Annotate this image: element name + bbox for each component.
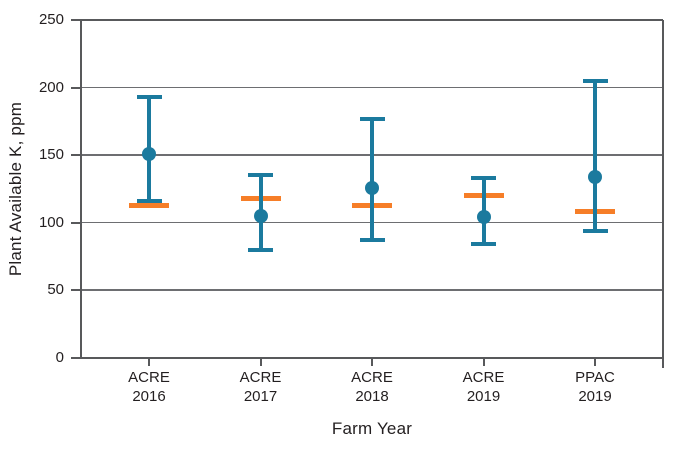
y-axis-tick	[71, 19, 81, 21]
x-tick-label: ACRE 2019	[462, 369, 505, 405]
error-bar-cap-top	[359, 116, 385, 121]
x-tick-label: ACRE 2018	[351, 369, 393, 405]
y-axis-title: Plant Available K, ppm	[6, 101, 25, 277]
gridline	[81, 86, 663, 89]
x-tick-label: ACRE 2017	[239, 369, 282, 405]
y-tick-label: 150	[38, 146, 64, 164]
x-axis-tick	[482, 358, 485, 366]
error-bar-line	[593, 80, 597, 231]
y-axis-tick	[71, 86, 81, 89]
x-axis-title: Farm Year	[331, 419, 413, 438]
x-axis-tick	[148, 358, 150, 366]
plot-right-border	[662, 20, 664, 368]
y-tick-label: 50	[47, 281, 64, 299]
x-axis-tick	[259, 358, 262, 366]
gridline	[81, 19, 663, 21]
mean-dot	[253, 209, 268, 224]
error-bar-cap-bottom	[359, 238, 385, 243]
gridline	[81, 289, 663, 291]
mean-dot	[588, 169, 602, 184]
y-tick-label: 250	[38, 11, 64, 28]
x-tick-label: PPAC 2019	[575, 369, 615, 405]
x-axis-tick	[594, 358, 596, 366]
error-bar-cap-top	[248, 173, 273, 178]
y-tick-label: 100	[38, 213, 64, 231]
y-axis-tick	[71, 289, 81, 292]
error-bar-cap-bottom	[471, 242, 496, 247]
y-axis-tick	[71, 154, 81, 157]
y-tick-label: 0	[55, 349, 64, 366]
error-bar-cap-bottom	[136, 199, 162, 204]
mean-dot	[142, 146, 156, 161]
y-axis-tick	[71, 357, 81, 359]
y-tick-label: 200	[38, 78, 64, 96]
x-axis-tick	[371, 358, 373, 366]
y-axis-line	[80, 20, 82, 359]
x-tick-label: ACRE 2016	[128, 369, 170, 405]
error-bar-line	[370, 118, 374, 241]
error-bar-cap-top	[136, 95, 162, 100]
mean-dot	[365, 180, 379, 195]
error-bar-cap-bottom	[582, 228, 608, 233]
mean-dot	[476, 210, 491, 225]
median-dash	[129, 202, 169, 208]
error-bar-cap-top	[471, 176, 496, 181]
y-axis-tick	[71, 221, 81, 224]
error-bar-cap-bottom	[248, 247, 273, 252]
error-bar-cap-top	[582, 78, 608, 83]
